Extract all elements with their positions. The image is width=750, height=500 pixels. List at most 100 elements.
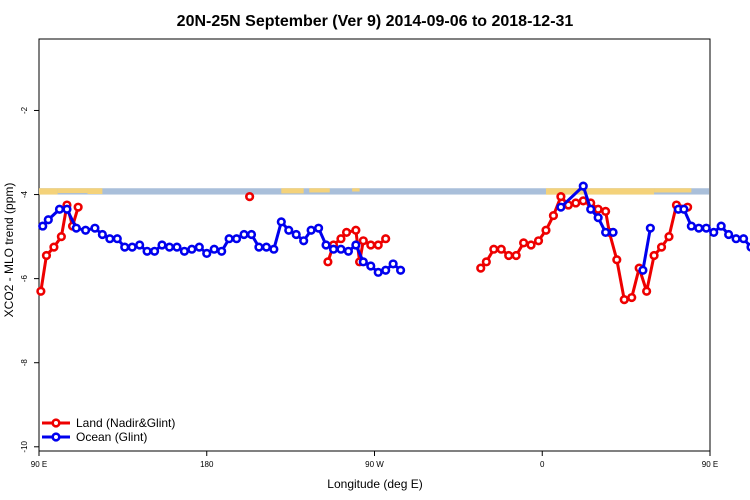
x-axis: 90 E 180 90 W 0 90 E bbox=[31, 451, 718, 469]
y-axis-label: XCO2 - MLO trend (ppm) bbox=[2, 183, 16, 318]
data-point bbox=[328, 244, 339, 254]
data-point bbox=[504, 250, 514, 261]
data-point bbox=[664, 231, 674, 242]
data-point bbox=[38, 221, 48, 231]
data-point bbox=[313, 223, 324, 233]
map-band-land bbox=[352, 188, 360, 192]
data-point bbox=[62, 204, 72, 214]
data-point bbox=[351, 240, 361, 250]
data-point bbox=[645, 223, 655, 233]
data-point bbox=[679, 204, 689, 214]
data-point bbox=[194, 242, 204, 252]
data-point bbox=[358, 257, 368, 267]
data-point bbox=[716, 221, 726, 231]
data-point bbox=[164, 242, 175, 252]
data-point bbox=[476, 263, 486, 273]
x-tick-label: 0 bbox=[540, 460, 545, 469]
data-point bbox=[612, 255, 622, 265]
map-band-ocean bbox=[40, 188, 709, 195]
data-point bbox=[496, 244, 506, 254]
data-point bbox=[556, 192, 566, 202]
data-point bbox=[202, 248, 212, 259]
data-point bbox=[373, 267, 383, 277]
data-point bbox=[209, 244, 219, 254]
series-line bbox=[41, 207, 402, 274]
data-point bbox=[489, 244, 499, 254]
data-point bbox=[642, 286, 652, 296]
series-ocean bbox=[38, 181, 750, 277]
data-point bbox=[601, 227, 611, 237]
x-tick-label: 90 E bbox=[702, 460, 718, 469]
data-point bbox=[381, 234, 391, 244]
data-point bbox=[172, 242, 182, 252]
data-point bbox=[73, 202, 83, 212]
data-point bbox=[593, 204, 603, 214]
data-point bbox=[239, 229, 249, 240]
data-point bbox=[323, 257, 333, 267]
data-point bbox=[90, 223, 100, 233]
x-tick-label: 180 bbox=[200, 460, 214, 469]
map-band-land bbox=[309, 188, 330, 193]
data-point bbox=[638, 265, 648, 275]
data-point bbox=[306, 225, 316, 235]
data-point bbox=[686, 221, 696, 231]
y-tick-label: -8 bbox=[20, 359, 29, 367]
data-point bbox=[395, 265, 406, 275]
y-tick-label: -4 bbox=[20, 190, 29, 198]
data-point bbox=[601, 206, 611, 216]
legend-label: Land (Nadir&Glint) bbox=[76, 416, 175, 430]
data-point bbox=[366, 240, 376, 250]
map-band-land bbox=[545, 188, 567, 195]
data-point bbox=[43, 215, 53, 225]
data-point bbox=[276, 217, 286, 227]
data-point bbox=[187, 244, 197, 254]
data-point bbox=[366, 261, 376, 271]
data-point bbox=[571, 198, 581, 208]
x-tick-label: 90 W bbox=[365, 460, 384, 469]
data-point bbox=[299, 236, 309, 246]
data-point bbox=[556, 202, 566, 212]
data-point bbox=[269, 244, 279, 254]
data-point bbox=[373, 240, 383, 250]
data-point bbox=[71, 223, 81, 233]
data-point bbox=[724, 229, 734, 240]
data-point bbox=[481, 257, 491, 267]
data-point bbox=[541, 225, 551, 235]
data-point bbox=[97, 229, 107, 240]
map-band-land bbox=[57, 188, 88, 194]
data-point bbox=[343, 246, 354, 256]
data-point bbox=[245, 192, 255, 202]
data-point bbox=[291, 229, 301, 240]
data-point bbox=[519, 238, 529, 248]
map-band-land bbox=[281, 188, 304, 194]
y-tick-label: -6 bbox=[20, 275, 29, 283]
map-band-land bbox=[654, 188, 692, 193]
data-point bbox=[511, 250, 521, 261]
map-band bbox=[39, 188, 709, 195]
data-point bbox=[593, 213, 603, 223]
data-point bbox=[358, 236, 368, 246]
map-band-land bbox=[87, 188, 103, 195]
data-point bbox=[586, 204, 596, 214]
data-point bbox=[41, 250, 52, 261]
x-tick-label: 90 E bbox=[31, 460, 47, 469]
data-point bbox=[533, 236, 544, 246]
data-point bbox=[149, 246, 160, 256]
data-point bbox=[284, 225, 294, 235]
legend-label: Ocean (Glint) bbox=[76, 430, 147, 444]
data-point bbox=[54, 204, 65, 214]
data-point bbox=[157, 240, 167, 250]
data-point bbox=[381, 265, 391, 275]
data-point bbox=[548, 210, 559, 221]
data-point bbox=[709, 227, 719, 237]
map-band-land bbox=[566, 188, 655, 195]
data-point bbox=[127, 242, 137, 252]
data-point bbox=[231, 234, 242, 244]
data-point bbox=[619, 295, 629, 305]
data-point bbox=[36, 286, 46, 296]
data-point bbox=[142, 246, 152, 256]
y-tick-label: -10 bbox=[20, 440, 29, 452]
y-axis: -2 -4 -6 -8 -10 bbox=[20, 106, 39, 453]
data-point bbox=[321, 240, 331, 250]
